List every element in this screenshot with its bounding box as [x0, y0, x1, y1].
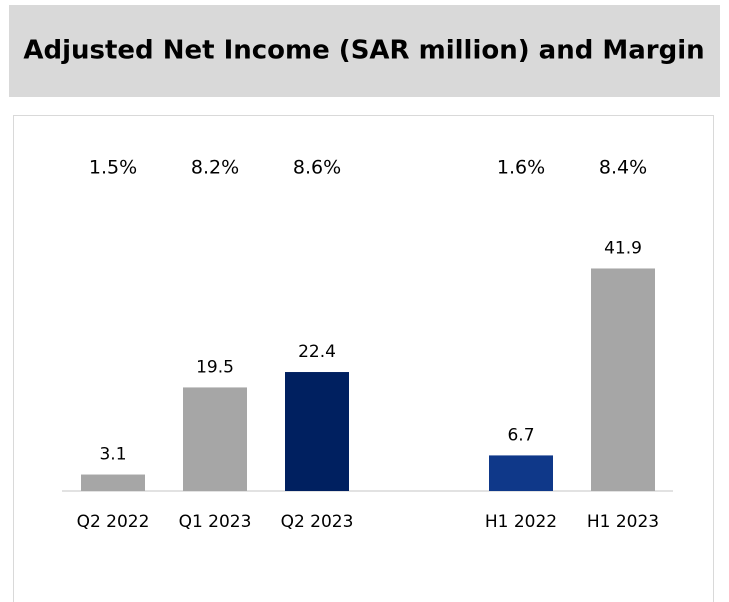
- bar: [183, 387, 247, 491]
- x-tick-label: Q2 2023: [281, 512, 354, 532]
- bar: [81, 474, 145, 491]
- x-tick-label: Q1 2023: [179, 512, 252, 532]
- value-label: 41.9: [604, 238, 642, 258]
- margin-label: 1.5%: [89, 157, 137, 179]
- margin-label: 1.6%: [497, 157, 545, 179]
- bar: [489, 455, 553, 491]
- chart-title: Adjusted Net Income (SAR million) and Ma…: [23, 36, 704, 66]
- bar: [285, 372, 349, 491]
- margin-label: 8.4%: [599, 157, 647, 179]
- value-label: 22.4: [298, 342, 336, 362]
- title-box: [9, 5, 720, 97]
- chart-panel: [13, 115, 714, 602]
- value-label: 19.5: [196, 357, 234, 377]
- bar: [591, 268, 655, 491]
- margin-label: 8.2%: [191, 157, 239, 179]
- margin-label: 8.6%: [293, 157, 341, 179]
- value-label: 3.1: [99, 445, 126, 465]
- x-tick-label: H1 2023: [587, 512, 659, 532]
- value-label: 6.7: [507, 425, 534, 445]
- x-tick-label: Q2 2022: [77, 512, 150, 532]
- x-tick-label: H1 2022: [485, 512, 557, 532]
